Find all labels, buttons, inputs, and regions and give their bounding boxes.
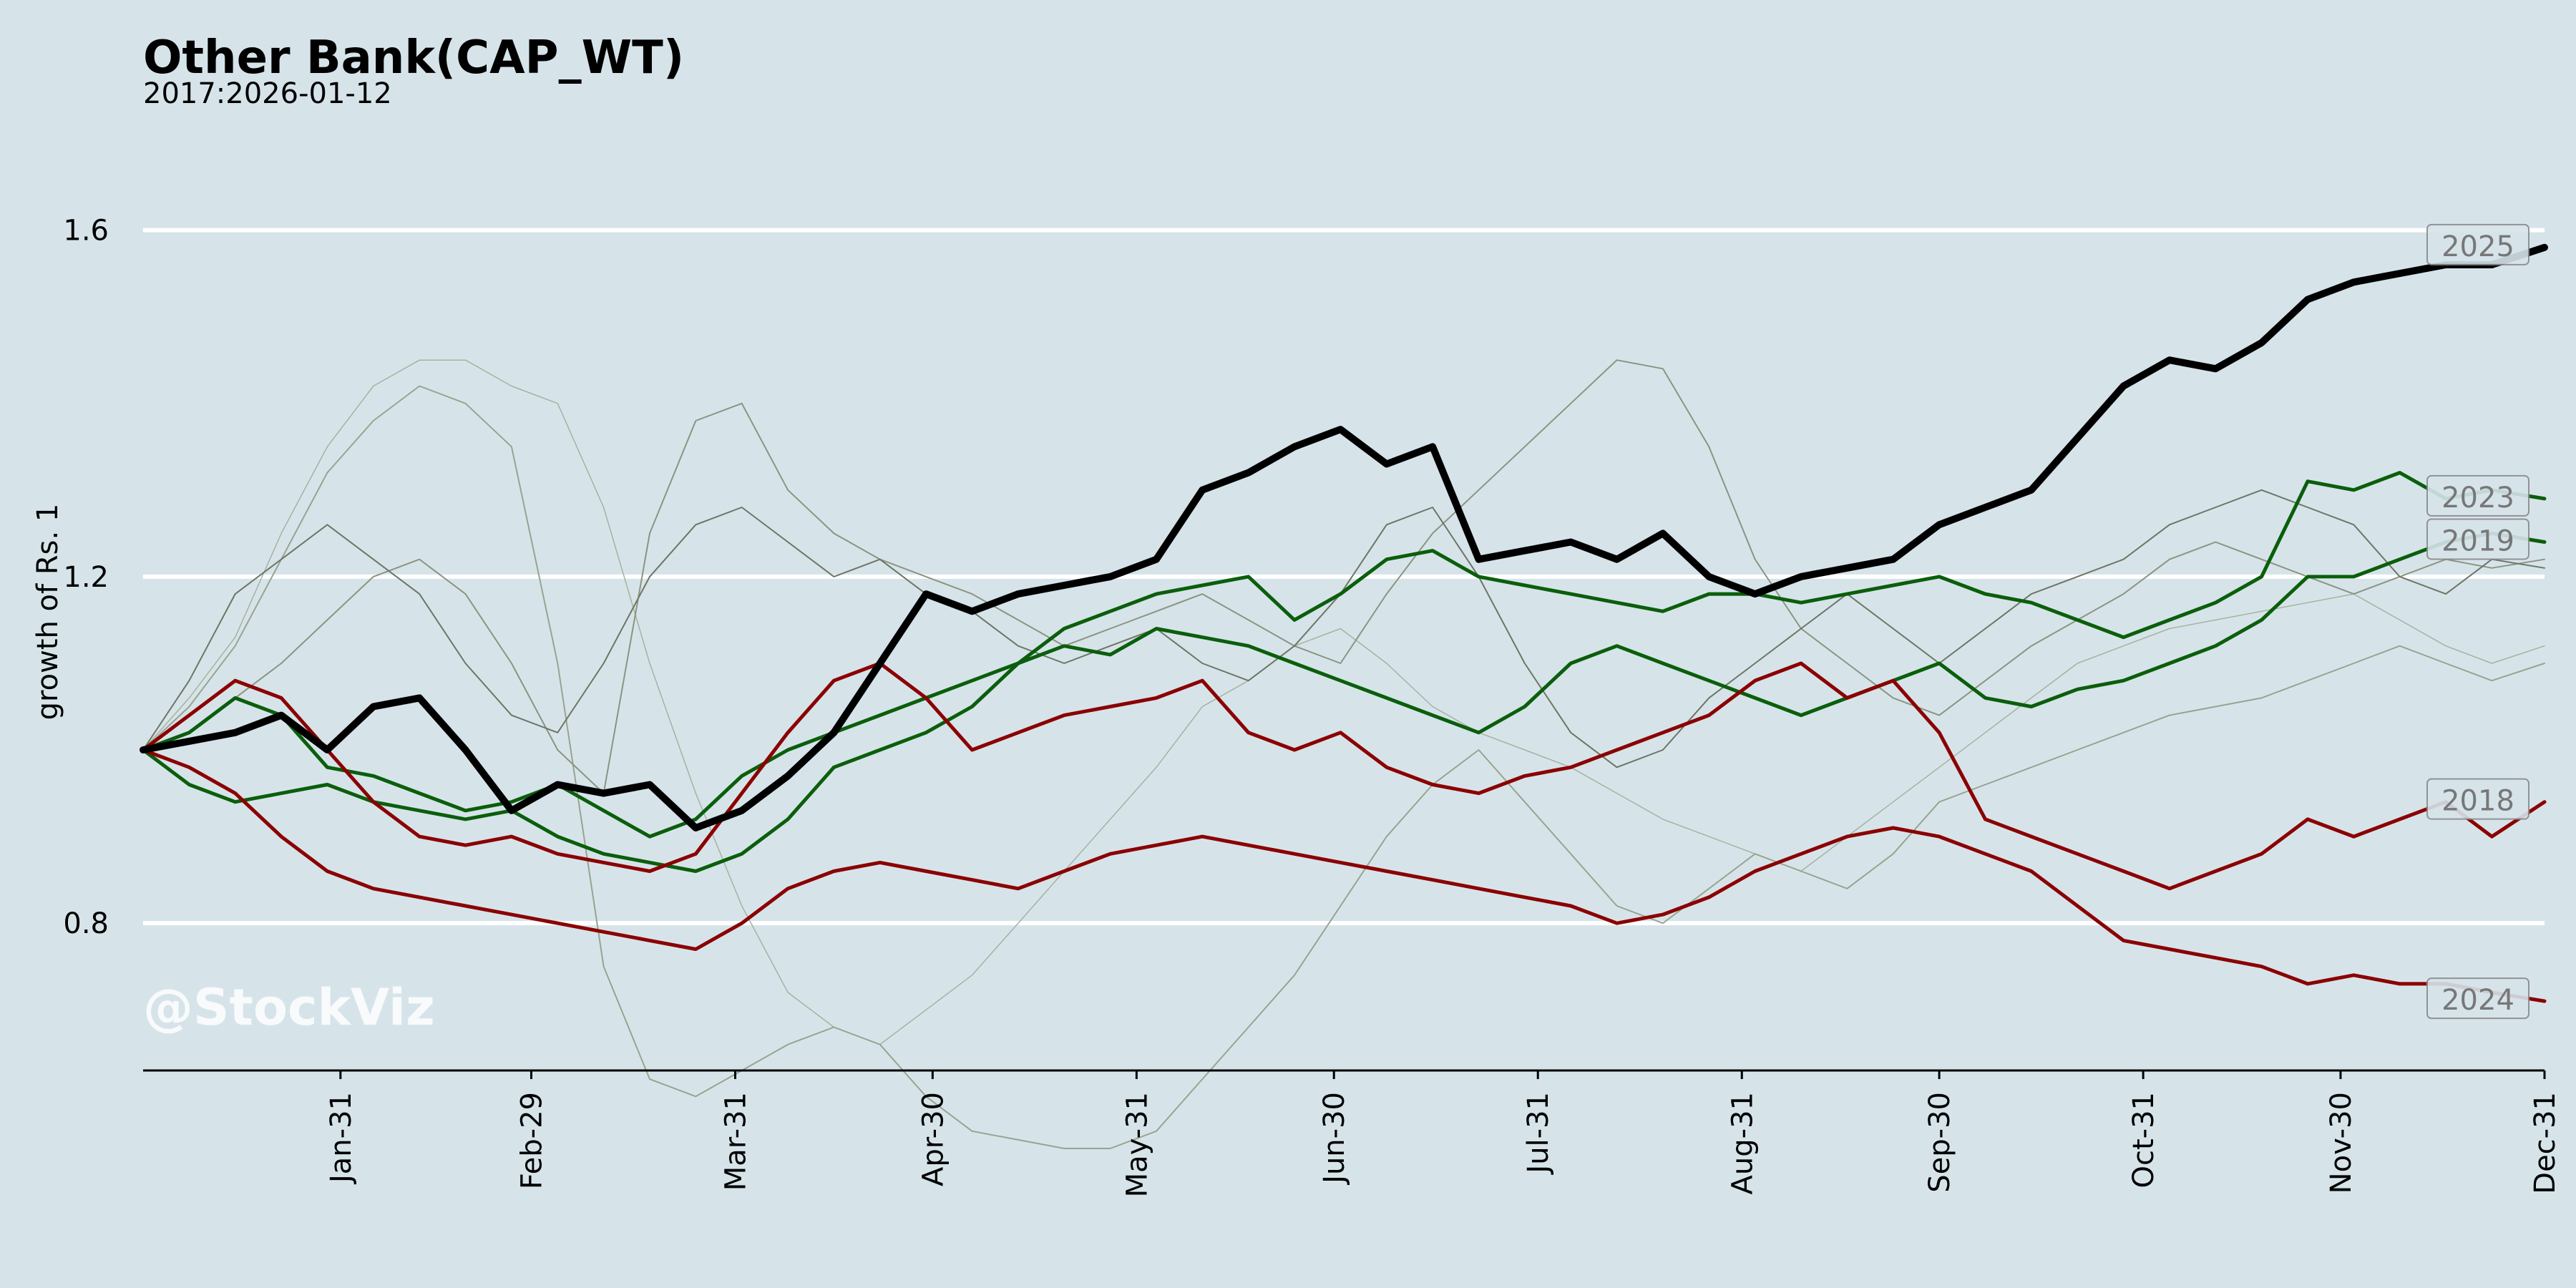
year-label-2019: 2019 <box>2426 518 2529 560</box>
year-label-text: 2025 <box>2441 230 2514 263</box>
chart-subtitle: 2017:2026-01-12 <box>143 77 392 110</box>
x-tick-label: Sep-30 <box>1923 1092 1956 1193</box>
y-tick-label: 0.8 <box>63 907 109 940</box>
grid-layer <box>143 228 2545 926</box>
y-axis-label: growth of Rs. 1 <box>31 504 64 721</box>
y-axis: 0.8 1.2 1.6 <box>63 215 109 941</box>
x-tick-label: Apr-30 <box>917 1092 950 1186</box>
series-2019 <box>141 531 2547 839</box>
year-label-layer: 2023 2019 2018 2024 2025 <box>2426 223 2529 1020</box>
series-2023 <box>141 471 2547 873</box>
series-2020 <box>142 385 2545 1149</box>
y-tick-label: 1.6 <box>63 215 109 248</box>
series-layer <box>140 243 2548 1149</box>
series-2025 <box>140 243 2548 831</box>
series-2018 <box>141 661 2547 891</box>
x-tick-label: Jun-30 <box>1318 1092 1351 1186</box>
year-label-box <box>2426 977 2529 1020</box>
year-label-box <box>2426 778 2529 820</box>
x-tick-label: Nov-30 <box>2325 1092 2358 1194</box>
chart-title: Other Bank(CAP_WT) <box>143 31 684 84</box>
series-2021 <box>142 489 2545 769</box>
year-label-box <box>2426 474 2529 517</box>
x-tick-label: Jul-31 <box>1522 1092 1555 1176</box>
y-tick-label: 1.2 <box>63 561 109 594</box>
year-label-text: 2023 <box>2441 482 2514 514</box>
series-2017 <box>142 359 2545 1045</box>
x-tick-label: Aug-31 <box>1726 1092 1759 1194</box>
x-tick-label: May-31 <box>1121 1092 1153 1197</box>
year-label-2023: 2023 <box>2426 474 2529 517</box>
x-tick-label: Mar-31 <box>720 1092 753 1191</box>
x-tick-label: Feb-29 <box>515 1092 548 1189</box>
series-2024 <box>141 748 2547 1003</box>
watermark: @StockViz <box>143 978 435 1037</box>
year-label-text: 2024 <box>2441 984 2514 1017</box>
year-label-2025: 2025 <box>2426 223 2529 265</box>
year-label-box <box>2426 223 2529 265</box>
year-label-2024: 2024 <box>2426 977 2529 1020</box>
year-label-text: 2018 <box>2441 785 2514 818</box>
x-tick-label: Dec-31 <box>2529 1092 2562 1194</box>
year-label-2018: 2018 <box>2426 778 2529 820</box>
x-tick-label: Oct-31 <box>2127 1092 2160 1189</box>
x-tick-label: Jan-31 <box>325 1092 358 1185</box>
year-label-box <box>2426 518 2529 560</box>
x-axis: Jan-31 Feb-29 Mar-31 Apr-30 May-31 Jun-30 Jul-… <box>143 1069 2562 1197</box>
year-label-text: 2019 <box>2441 525 2514 557</box>
series-2022 <box>142 359 2545 794</box>
